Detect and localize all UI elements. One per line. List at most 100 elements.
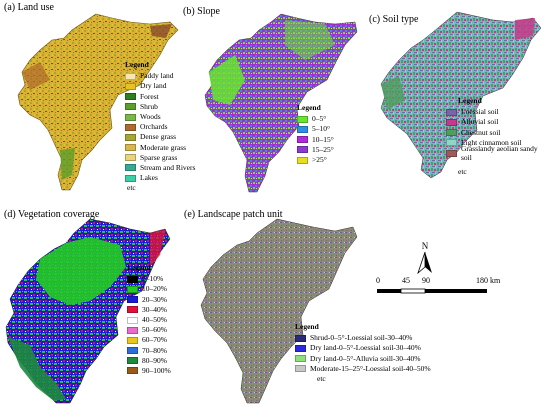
legend-item: Moderate-15–25°-Loessial soil-40–50%: [295, 364, 431, 374]
legend-item: Forest: [125, 92, 195, 102]
legend-label: Stream and Rivers: [140, 162, 196, 172]
legend-item: 30–40%: [127, 305, 171, 315]
legend-item: Dry land-0–5°-Alluvia soill-30–40%: [295, 354, 431, 364]
legend-item: 60–70%: [127, 335, 171, 345]
panel-title-land-use: (a) Land use: [4, 2, 54, 13]
legend-item: Grasslandy aeolian sandy soil: [446, 144, 549, 162]
land-use-map: [17, 13, 179, 191]
legend-item: Woods: [125, 112, 195, 122]
legend-label: Alluvial soil: [461, 117, 499, 127]
legend-item: 40–50%: [127, 315, 171, 325]
legend-swatch: [297, 115, 308, 123]
soil-type-map: [380, 11, 542, 179]
legend-swatch: [125, 82, 136, 90]
legend-swatch: [127, 326, 138, 334]
legend-item: 0–5°: [297, 114, 334, 124]
legend-item: Paddy land: [125, 71, 195, 81]
legend-item: Light cinnamon soil: [446, 138, 549, 148]
legend-label: Sparse grass: [140, 152, 178, 162]
legend-swatch: [295, 334, 306, 342]
legend-swatch: [125, 123, 136, 131]
legend-vegetation: Legend 0–10% 10–20% 20–30% 30–40% 40–50%…: [127, 263, 171, 376]
legend-land-use: Legend Paddy land Dry land Forest Shrub …: [125, 60, 195, 193]
north-arrow-icon: [417, 252, 432, 274]
north-label: N: [421, 241, 429, 251]
legend-item: 50–60%: [127, 325, 171, 335]
legend-swatch: [125, 174, 136, 182]
legend-label: Lakes: [140, 173, 158, 183]
legend-item: Shrub: [125, 102, 195, 112]
legend-item: Chestnut soil: [446, 128, 549, 138]
legend-label: Dense grass: [140, 132, 177, 142]
legend-label: 20–30%: [142, 294, 167, 304]
legend-swatch: [446, 118, 457, 126]
legend-swatch: [125, 154, 136, 162]
legend-swatch: [297, 125, 308, 133]
legend-item: 10–15°: [297, 135, 334, 145]
legend-etc: etc: [127, 183, 136, 193]
legend-swatch: [127, 336, 138, 344]
legend-label: 60–70%: [142, 335, 167, 345]
legend-swatch: [127, 357, 138, 365]
legend-label: Shrud-0–5°-Loessial soil-30–40%: [310, 333, 413, 343]
legend-soil-type: Legend Loessial soil Alluvial soil Chest…: [446, 96, 549, 177]
legend-swatch: [125, 113, 136, 121]
legend-label: Dry land-0–5°-Loessial soil-30–40%: [310, 343, 421, 353]
legend-item: Loessial soil: [446, 107, 549, 117]
legend-label: Grasslandy aeolian sandy soil: [461, 144, 538, 163]
landscape-map: [200, 218, 358, 404]
legend-swatch: [125, 103, 136, 111]
legend-title: Legend: [127, 263, 151, 272]
legend-label: 10–20%: [142, 284, 167, 294]
legend-label: 0–10%: [142, 274, 164, 284]
legend-item: 10–20%: [127, 284, 171, 294]
legend-item: Dry land: [125, 81, 195, 91]
legend-label: Dry land-0–5°-Alluvia soill-30–40%: [310, 353, 421, 363]
legend-item: Stream and Rivers: [125, 163, 195, 173]
scale-bar-graphic: [377, 288, 487, 294]
scale-tick-label: 0: [376, 276, 380, 285]
legend-swatch: [297, 136, 308, 144]
north-arrow: N: [414, 241, 436, 274]
legend-title: Legend: [125, 60, 149, 69]
legend-etc: etc: [317, 373, 326, 383]
legend-label: Moderate-15–25°-Loessial soil-40–50%: [310, 363, 431, 373]
legend-item: Sparse grass: [125, 153, 195, 163]
legend-swatch: [127, 275, 138, 283]
legend-swatch: [446, 139, 457, 147]
legend-title: Legend: [295, 322, 319, 331]
legend-etc: etc: [458, 167, 467, 177]
legend-label: Chestnut soil: [461, 127, 501, 137]
legend-label: Light cinnamon soil: [461, 137, 522, 147]
scale-tick-label: 90: [422, 276, 430, 285]
legend-item: >25°: [297, 155, 334, 165]
scale-tick-label: 180 km: [476, 276, 501, 285]
legend-item: 15–25°: [297, 145, 334, 155]
legend-swatch: [446, 108, 457, 116]
legend-swatch: [125, 144, 136, 152]
legend-label: 30–40%: [142, 304, 167, 314]
legend-label: 5–10°: [312, 124, 330, 134]
panel-title-slope: (b) Slope: [183, 6, 220, 17]
legend-label: Loessial soil: [461, 107, 499, 117]
vegetation-map: [5, 218, 171, 404]
legend-title: Legend: [297, 103, 321, 112]
legend-item: 70–80%: [127, 346, 171, 356]
legend-label: 0–5°: [312, 114, 327, 124]
legend-swatch: [127, 285, 138, 293]
legend-swatch: [295, 355, 306, 363]
legend-label: Forest: [140, 91, 159, 101]
legend-title: Legend: [458, 96, 482, 105]
legend-label: Shrub: [140, 101, 158, 111]
legend-item: Dense grass: [125, 132, 195, 142]
legend-label: Moderate grass: [140, 142, 187, 152]
legend-label: >25°: [312, 154, 327, 164]
legend-swatch: [297, 146, 308, 154]
legend-label: 15–25°: [312, 144, 334, 154]
legend-label: Woods: [140, 111, 161, 121]
panel-title-vegetation: (d) Vegetation coverage: [4, 209, 100, 220]
legend-swatch: [127, 316, 138, 324]
legend-swatch: [125, 72, 136, 80]
legend-item: Lakes: [125, 173, 195, 183]
legend-swatch: [446, 129, 457, 137]
